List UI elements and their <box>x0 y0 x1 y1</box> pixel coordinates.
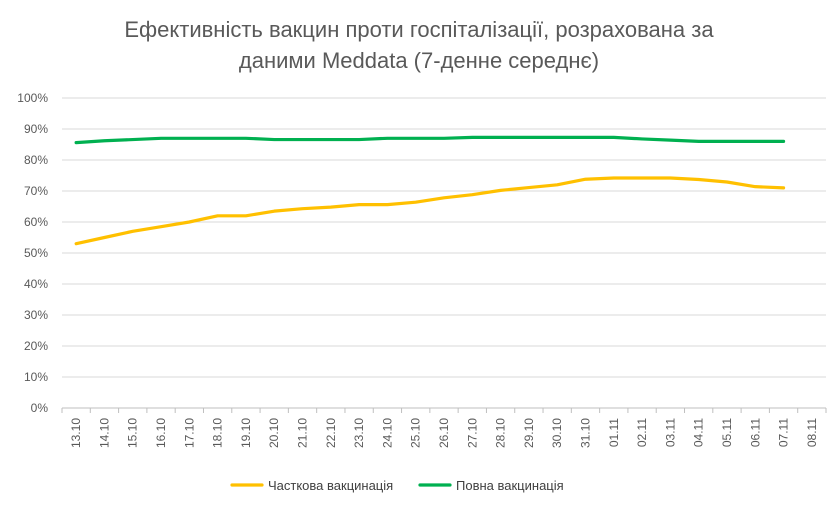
x-tick-label: 19.10 <box>239 418 253 448</box>
x-tick-label: 04.11 <box>692 418 706 447</box>
y-tick-label: 90% <box>24 122 48 136</box>
y-tick-label: 60% <box>24 215 48 229</box>
y-tick-label: 10% <box>24 370 48 384</box>
x-tick-label: 27.10 <box>465 418 479 448</box>
y-tick-label: 50% <box>24 246 48 260</box>
x-tick-label: 15.10 <box>126 418 140 448</box>
x-tick-label: 14.10 <box>97 418 111 448</box>
x-tick-label: 22.10 <box>324 418 338 448</box>
legend-label-2: Повна вакцинація <box>456 478 564 493</box>
x-tick-label: 07.11 <box>777 418 791 447</box>
x-tick-label: 26.10 <box>437 418 451 448</box>
x-tick-label: 31.10 <box>578 418 592 448</box>
x-tick-label: 17.10 <box>182 418 196 448</box>
chart-title: Ефективність вакцин проти госпіталізації… <box>0 14 838 76</box>
series-line-1 <box>74 176 786 246</box>
y-tick-label: 30% <box>24 308 48 322</box>
x-tick-label: 05.11 <box>720 418 734 447</box>
legend-label-1: Часткова вакцинація <box>268 478 393 493</box>
y-tick-label: 70% <box>24 184 48 198</box>
x-tick-label: 02.11 <box>635 418 649 447</box>
x-tick-label: 23.10 <box>352 418 366 448</box>
x-tick-label: 03.11 <box>663 418 677 447</box>
y-tick-label: 80% <box>24 153 48 167</box>
chart-title-line-2: даними Meddata (7-денне середнє) <box>238 48 600 73</box>
x-tick-label: 18.10 <box>211 418 225 448</box>
x-tick-label: 08.11 <box>805 418 819 447</box>
x-tick-label: 21.10 <box>296 418 310 448</box>
series-line-2 <box>74 135 786 145</box>
x-tick-label: 20.10 <box>267 418 281 448</box>
x-tick-label: 25.10 <box>409 418 423 448</box>
y-tick-label: 100% <box>17 91 48 105</box>
x-tick-label: 30.10 <box>550 418 564 448</box>
x-tick-label: 24.10 <box>380 418 394 448</box>
x-tick-label: 29.10 <box>522 418 536 448</box>
y-tick-label: 0% <box>31 401 49 415</box>
x-tick-label: 06.11 <box>748 418 762 447</box>
x-tick-label: 13.10 <box>69 418 83 448</box>
x-tick-label: 16.10 <box>154 418 168 448</box>
x-tick-label: 01.11 <box>607 418 621 447</box>
chart-title-line-1: Ефективність вакцин проти госпіталізації… <box>124 17 714 42</box>
x-tick-label: 28.10 <box>494 418 508 448</box>
y-tick-label: 40% <box>24 277 48 291</box>
y-tick-label: 20% <box>24 339 48 353</box>
